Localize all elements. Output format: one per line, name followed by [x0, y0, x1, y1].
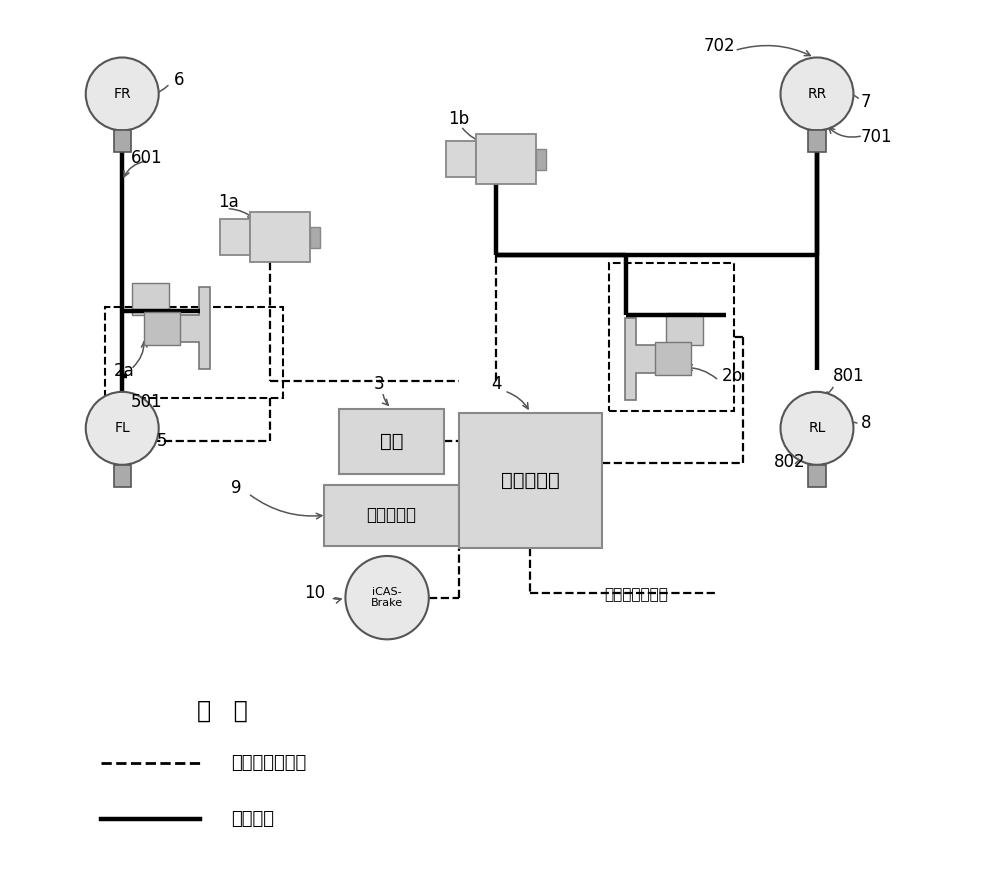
Bar — [808, 130, 826, 152]
Text: 6: 6 — [174, 72, 185, 89]
Text: 9: 9 — [231, 480, 241, 497]
Text: FL: FL — [114, 421, 130, 435]
Bar — [655, 343, 691, 375]
Circle shape — [781, 392, 853, 465]
Text: 10: 10 — [305, 584, 326, 601]
Text: 2a: 2a — [114, 362, 134, 380]
Text: 802: 802 — [774, 454, 805, 471]
Text: 制动控制器: 制动控制器 — [501, 471, 560, 490]
Circle shape — [86, 392, 159, 465]
Text: 601: 601 — [131, 149, 163, 168]
Text: 图   例: 图 例 — [197, 698, 247, 723]
Text: 702: 702 — [704, 37, 736, 54]
Circle shape — [345, 556, 429, 640]
Text: 2b: 2b — [721, 366, 743, 385]
Text: 至其它电控系统: 至其它电控系统 — [604, 587, 668, 602]
Bar — [310, 226, 320, 248]
Text: 5: 5 — [157, 432, 167, 450]
Bar — [609, 263, 734, 411]
Polygon shape — [162, 283, 210, 370]
Text: 4: 4 — [491, 375, 502, 393]
Bar — [808, 465, 826, 487]
Bar — [250, 212, 310, 262]
Bar — [339, 409, 444, 474]
Bar — [114, 130, 131, 152]
Text: FR: FR — [113, 87, 131, 101]
Text: 1a: 1a — [218, 193, 239, 211]
Text: 701: 701 — [860, 128, 892, 146]
Bar — [105, 307, 283, 398]
Bar — [144, 312, 180, 345]
Bar — [476, 134, 536, 184]
Text: iCAS-
Brake: iCAS- Brake — [371, 586, 403, 608]
Bar — [114, 465, 131, 487]
Circle shape — [781, 58, 853, 130]
Text: RR: RR — [807, 87, 827, 101]
Bar — [446, 141, 476, 177]
Bar — [666, 313, 703, 345]
Bar — [536, 149, 546, 170]
Polygon shape — [625, 313, 673, 400]
Text: 制动管路: 制动管路 — [231, 810, 274, 829]
Text: 7: 7 — [860, 93, 871, 111]
Bar — [132, 283, 169, 315]
Circle shape — [86, 58, 159, 130]
Text: 8: 8 — [860, 414, 871, 433]
Text: 1b: 1b — [448, 110, 469, 128]
Text: RL: RL — [808, 421, 826, 435]
Text: 制动灯开关: 制动灯开关 — [366, 506, 416, 524]
Text: 3: 3 — [374, 375, 385, 393]
Bar — [459, 413, 602, 548]
Text: 电源: 电源 — [380, 432, 403, 451]
Bar — [324, 485, 459, 545]
Text: 501: 501 — [131, 392, 163, 411]
Text: 801: 801 — [833, 366, 864, 385]
Bar — [220, 219, 250, 255]
Text: 信号线和电源线: 信号线和电源线 — [231, 753, 306, 772]
